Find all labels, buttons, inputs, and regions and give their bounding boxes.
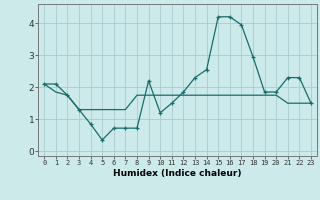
X-axis label: Humidex (Indice chaleur): Humidex (Indice chaleur) bbox=[113, 169, 242, 178]
